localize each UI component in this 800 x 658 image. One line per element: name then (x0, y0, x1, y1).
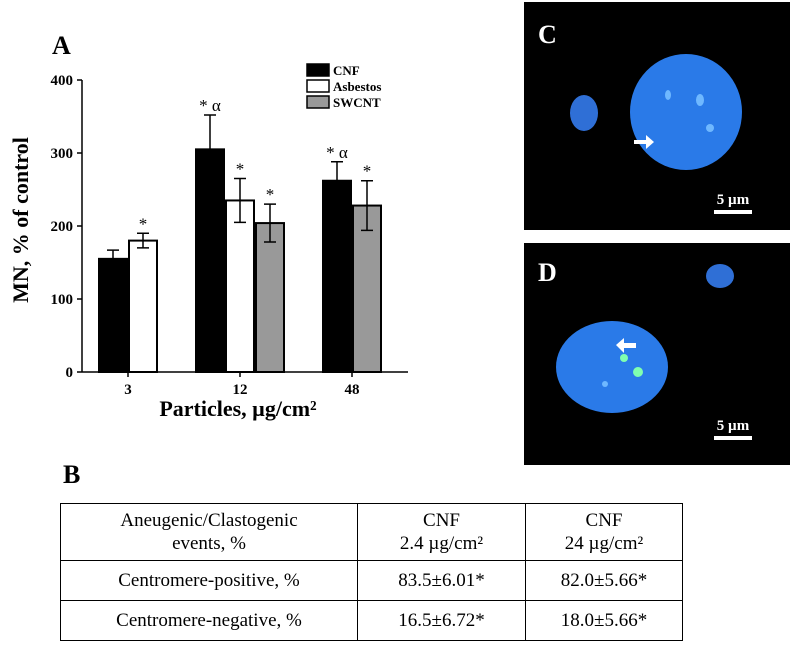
legend-swatch (306, 95, 330, 109)
cell: 83.5±6.01* (357, 560, 526, 601)
cell: Centromere-negative, % (60, 600, 358, 641)
x-tick-label: 12 (233, 382, 248, 398)
bar (225, 199, 255, 373)
x-axis-label: Particles, µg/cm² (159, 396, 317, 421)
panel-label: D (538, 258, 557, 287)
cell-line: Aneugenic/Clastogenic (120, 510, 298, 531)
scale-label: 5 µm (717, 418, 750, 434)
panel-label: B (63, 460, 80, 489)
y-axis-label: MN, % of control (8, 137, 33, 303)
error-bar (204, 114, 216, 185)
legend-label: Asbestos (333, 79, 381, 94)
legend-swatch (306, 79, 330, 93)
cell-line: 2.4 µg/cm² (399, 533, 484, 554)
cell: Centromere-positive, % (60, 560, 358, 601)
cell-line: CNF (423, 510, 460, 531)
significance: * (139, 214, 148, 233)
significance: * α (326, 143, 348, 162)
y-tick-label: 300 (51, 146, 74, 162)
micrograph: D 5 µm (524, 243, 790, 465)
significance: * (363, 162, 372, 181)
panel-label: C (538, 20, 557, 49)
y-tick-label: 100 (51, 292, 74, 308)
legend-label: SWCNT (333, 95, 381, 110)
x-tick-label: 48 (345, 382, 360, 398)
error-bar (137, 232, 149, 249)
bar (255, 222, 285, 373)
error-bar (234, 177, 246, 224)
error-bar (107, 249, 119, 269)
legend-label: CNF (333, 63, 360, 78)
scale-label: 5 µm (717, 192, 750, 208)
header-row: Aneugenic/Clastogenic events, % CNF 2.4 µg… (60, 503, 683, 561)
header-cell: CNF 24 µg/cm² (525, 503, 683, 561)
bar (128, 239, 158, 373)
error-bar (361, 179, 373, 232)
significance: * (236, 160, 245, 179)
significance: * (266, 185, 275, 204)
y-tick-label: 0 (66, 365, 74, 381)
cell-line: events, % (172, 533, 246, 554)
significance: * α (199, 96, 221, 115)
bar (352, 204, 382, 373)
table: Aneugenic/Clastogenic events, % CNF 2.4 µg… (60, 503, 683, 641)
legend-swatch (306, 63, 330, 77)
panel-label: A (52, 31, 71, 60)
cell: 82.0±5.66* (525, 560, 683, 601)
micrograph: C 5 µm (524, 2, 790, 230)
y-tick-label: 400 (51, 73, 74, 89)
bar (322, 179, 352, 373)
bar (98, 257, 128, 374)
cell: 16.5±6.72* (357, 600, 526, 641)
cell-line: 24 µg/cm² (564, 533, 644, 554)
bar (195, 148, 225, 373)
header-cell: CNF 2.4 µg/cm² (357, 503, 526, 561)
error-bar (331, 161, 343, 201)
row: Centromere-negative, % 16.5±6.72* 18.0±5… (60, 600, 683, 641)
cell-line: CNF (585, 510, 623, 531)
error-bar (264, 203, 276, 243)
header-cell: Aneugenic/Clastogenic events, % (60, 503, 358, 561)
row: Centromere-positive, % 83.5±6.01* 82.0±5… (60, 560, 683, 601)
y-tick-label: 200 (51, 219, 74, 235)
x-tick-label: 3 (124, 382, 132, 398)
cell: 18.0±5.66* (525, 600, 683, 641)
